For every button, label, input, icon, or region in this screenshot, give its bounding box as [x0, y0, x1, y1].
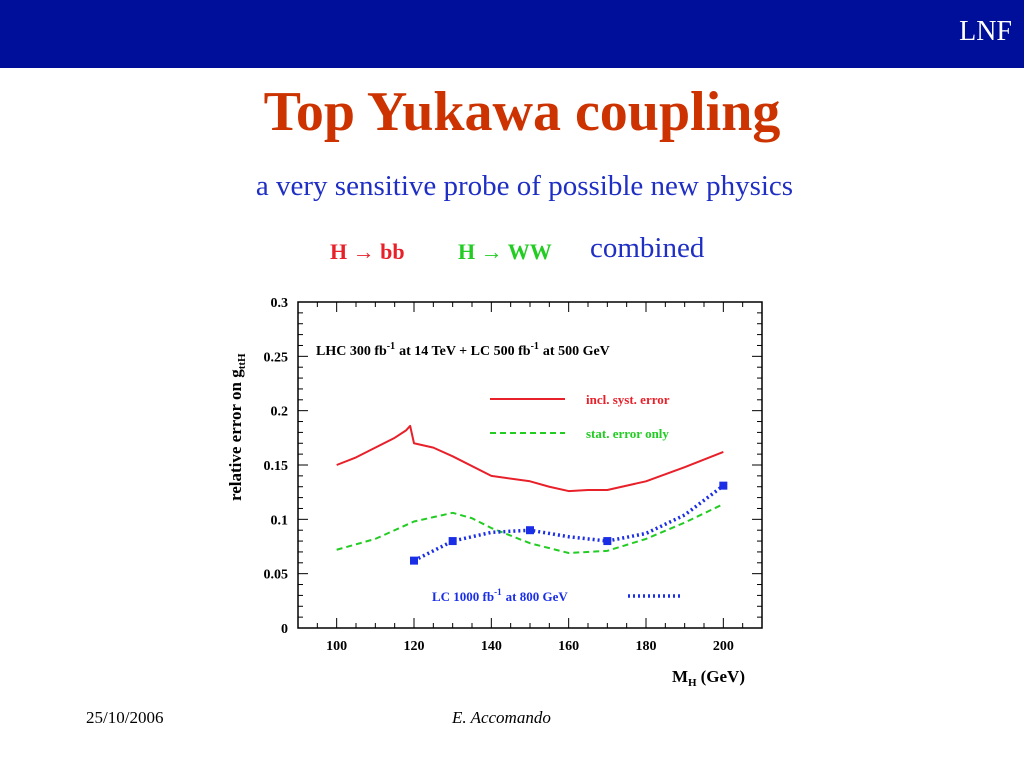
y-tick-label: 0 — [281, 622, 288, 637]
series-marker — [448, 537, 457, 546]
y-tick-label: 0.2 — [271, 405, 289, 420]
channel-hbb-label: H → bb — [330, 239, 405, 264]
x-axis-title: MH (GeV) — [672, 667, 745, 689]
series-line-1 — [336, 503, 724, 555]
y-axis-title: relative error on gttH — [226, 353, 248, 501]
lnf-logo: LNF — [959, 16, 1012, 47]
legend-stat-label: stat. error only — [586, 426, 669, 441]
slide-subtitle: a very sensitive probe of possible new p… — [255, 170, 794, 202]
coupling-error-chart: 100 120 140 160 180 200 0 0.05 0.1 0.15 0.2 0.25 0.3… — [226, 296, 763, 689]
y-tick-label: 0.3 — [271, 296, 289, 311]
annotation-label: LHC 300 fb-1 at 14 TeV + LC 500 fb-1 at 50… — [316, 341, 610, 359]
axis-ticks: 100 120 140 160 180 200 0 0.05 0.1 0.15 0.2 0.25 0.3 — [264, 296, 763, 654]
legend-incl-label: incl. syst. error — [586, 392, 670, 407]
y-tick-label: 0.15 — [264, 459, 289, 474]
x-tick-label: 120 — [404, 639, 425, 654]
series-marker — [719, 481, 728, 490]
x-tick-label: 140 — [481, 639, 502, 654]
footer-author: E. Accomando — [452, 708, 551, 727]
channel-combined-label: combined — [590, 232, 705, 264]
footer-date: 25/10/2006 — [86, 708, 164, 727]
x-tick-label: 160 — [558, 639, 579, 654]
series-marker — [603, 537, 612, 546]
y-tick-label: 0.25 — [264, 350, 289, 365]
series-line-0 — [336, 424, 724, 493]
y-tick-label: 0.05 — [264, 568, 289, 583]
series-line-2 — [413, 484, 725, 563]
legend-lc-label: LC 1000 fb-1 at 800 GeV — [432, 587, 568, 604]
x-tick-label: 200 — [713, 639, 734, 654]
x-tick-label: 180 — [636, 639, 657, 654]
header-bar — [0, 0, 1024, 68]
slide-title: Top Yukawa coupling — [263, 81, 781, 143]
series-marker — [526, 526, 534, 535]
x-tick-label: 100 — [326, 639, 347, 654]
series-group — [336, 424, 728, 565]
y-tick-label: 0.1 — [271, 513, 289, 528]
series-marker — [410, 556, 418, 565]
channel-hww-label: H → WW — [458, 239, 552, 264]
